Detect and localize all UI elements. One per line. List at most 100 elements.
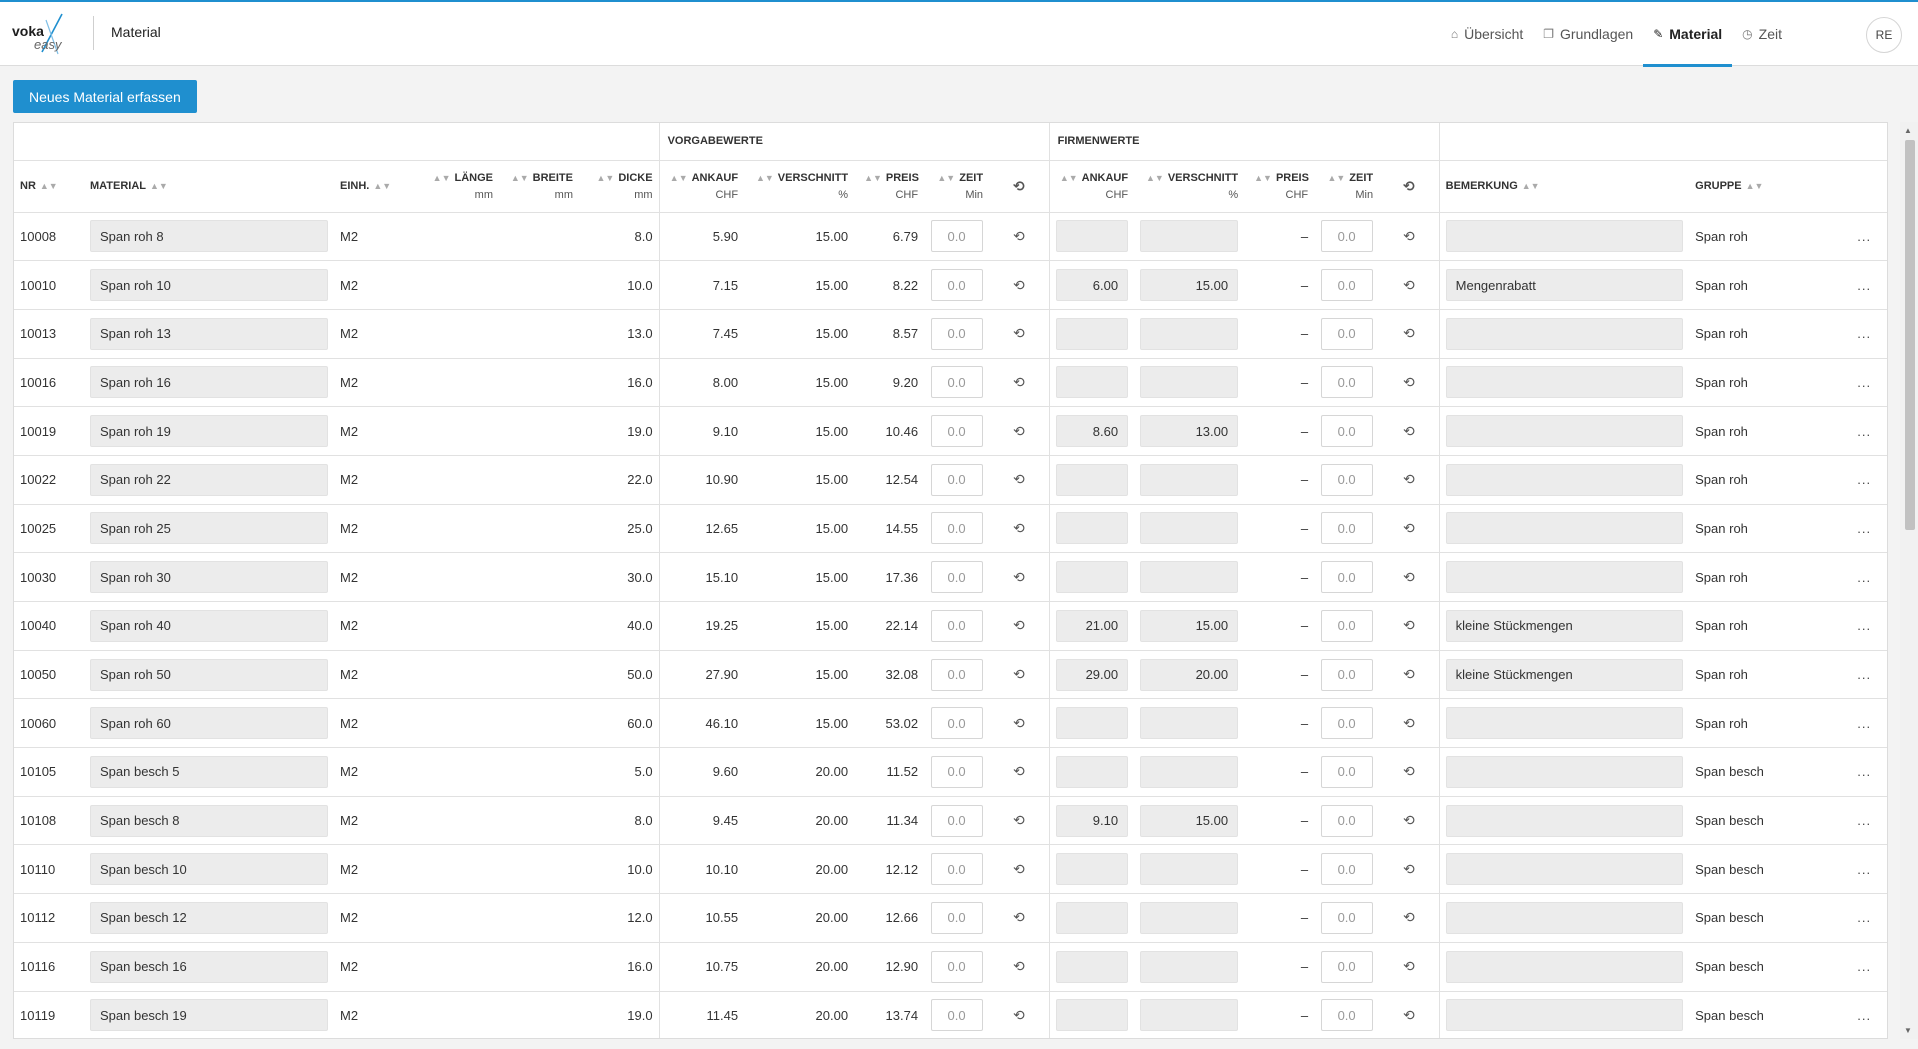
firma-zeit-input[interactable]: 0.0 bbox=[1320, 609, 1373, 642]
material-name-field[interactable]: Span besch 10 bbox=[90, 853, 328, 886]
reset-icon[interactable]: ⟲ bbox=[1012, 763, 1025, 780]
material-name-field[interactable]: Span roh 25 bbox=[90, 512, 328, 545]
zeit-input[interactable]: 0.0 bbox=[930, 609, 983, 642]
material-name-field[interactable]: Span roh 10 bbox=[90, 269, 328, 302]
row-more-button[interactable]: ... bbox=[1857, 374, 1872, 390]
material-name-field[interactable]: Span roh 40 bbox=[90, 609, 328, 642]
material-name-field[interactable]: Span besch 5 bbox=[90, 755, 328, 788]
firma-ankauf-field[interactable] bbox=[1055, 755, 1129, 788]
reset-all-vorgabe[interactable]: ⟲ bbox=[989, 160, 1050, 213]
col-preis[interactable]: ▲▼ PREIS CHF bbox=[854, 160, 925, 213]
vertical-scrollbar[interactable]: ▲ ▼ bbox=[1900, 122, 1918, 1039]
row-more-button[interactable]: ... bbox=[1857, 472, 1872, 488]
col-firma-preis[interactable]: ▲▼ PREIS CHF bbox=[1244, 160, 1315, 213]
row-more-button[interactable]: ... bbox=[1857, 326, 1872, 342]
reset-icon[interactable]: ⟲ bbox=[1012, 1006, 1025, 1023]
bemerkung-field[interactable] bbox=[1445, 999, 1684, 1032]
firma-ankauf-field[interactable] bbox=[1055, 463, 1129, 496]
firma-verschnitt-field[interactable]: 13.00 bbox=[1140, 415, 1239, 448]
firma-verschnitt-field[interactable] bbox=[1140, 707, 1239, 740]
reset-icon[interactable]: ⟲ bbox=[1403, 812, 1415, 829]
reset-icon[interactable]: ⟲ bbox=[1403, 617, 1415, 634]
reset-icon[interactable]: ⟲ bbox=[1012, 519, 1025, 536]
bemerkung-field[interactable]: kleine Stückmengen bbox=[1445, 609, 1684, 642]
reset-icon[interactable]: ⟲ bbox=[1403, 568, 1415, 585]
firma-zeit-input[interactable]: 0.0 bbox=[1320, 901, 1373, 934]
reset-icon[interactable]: ⟲ bbox=[1403, 519, 1415, 536]
bemerkung-field[interactable] bbox=[1445, 707, 1684, 740]
reset-icon[interactable]: ⟲ bbox=[1012, 422, 1025, 439]
zeit-input[interactable]: 0.0 bbox=[930, 999, 983, 1032]
zeit-input[interactable]: 0.0 bbox=[930, 804, 983, 837]
bemerkung-field[interactable] bbox=[1445, 463, 1684, 496]
firma-zeit-input[interactable]: 0.0 bbox=[1320, 366, 1373, 399]
bemerkung-field[interactable] bbox=[1445, 317, 1684, 350]
row-more-button[interactable]: ... bbox=[1857, 813, 1872, 829]
material-name-field[interactable]: Span roh 22 bbox=[90, 463, 328, 496]
zeit-input[interactable]: 0.0 bbox=[930, 269, 983, 302]
reset-icon[interactable]: ⟲ bbox=[1403, 909, 1415, 926]
reset-icon[interactable]: ⟲ bbox=[1012, 568, 1025, 585]
firma-zeit-input[interactable]: 0.0 bbox=[1320, 220, 1373, 253]
zeit-input[interactable]: 0.0 bbox=[930, 707, 983, 740]
row-more-button[interactable]: ... bbox=[1857, 959, 1872, 975]
reset-icon[interactable]: ⟲ bbox=[1012, 373, 1025, 390]
col-firma-zeit[interactable]: ▲▼ ZEIT Min bbox=[1314, 160, 1380, 213]
firma-zeit-input[interactable]: 0.0 bbox=[1320, 561, 1373, 594]
zeit-input[interactable]: 0.0 bbox=[930, 220, 983, 253]
reset-icon[interactable]: ⟲ bbox=[1012, 909, 1025, 926]
row-more-button[interactable]: ... bbox=[1857, 520, 1872, 536]
reset-icon[interactable]: ⟲ bbox=[1012, 714, 1025, 731]
firma-verschnitt-field[interactable] bbox=[1140, 366, 1239, 399]
bemerkung-field[interactable] bbox=[1445, 415, 1684, 448]
firma-ankauf-field[interactable] bbox=[1055, 950, 1129, 983]
firma-zeit-input[interactable]: 0.0 bbox=[1320, 269, 1373, 302]
col-gruppe[interactable]: GRUPPE ▲▼ bbox=[1689, 160, 1840, 213]
reset-all-firma[interactable]: ⟲ bbox=[1379, 160, 1440, 213]
firma-verschnitt-field[interactable] bbox=[1140, 220, 1239, 253]
bemerkung-field[interactable] bbox=[1445, 561, 1684, 594]
bemerkung-field[interactable] bbox=[1445, 950, 1684, 983]
zeit-input[interactable]: 0.0 bbox=[930, 366, 983, 399]
col-ankauf[interactable]: ▲▼ ANKAUF CHF bbox=[658, 160, 745, 213]
firma-verschnitt-field[interactable] bbox=[1140, 317, 1239, 350]
row-more-button[interactable]: ... bbox=[1857, 277, 1872, 293]
zeit-input[interactable]: 0.0 bbox=[930, 415, 983, 448]
firma-ankauf-field[interactable] bbox=[1055, 999, 1129, 1032]
reset-icon[interactable]: ⟲ bbox=[1403, 958, 1415, 975]
material-name-field[interactable]: Span roh 19 bbox=[90, 415, 328, 448]
firma-zeit-input[interactable]: 0.0 bbox=[1320, 463, 1373, 496]
firma-verschnitt-field[interactable] bbox=[1140, 755, 1239, 788]
firma-verschnitt-field[interactable] bbox=[1140, 999, 1239, 1032]
material-name-field[interactable]: Span besch 19 bbox=[90, 999, 328, 1032]
zeit-input[interactable]: 0.0 bbox=[930, 463, 983, 496]
firma-ankauf-field[interactable]: 6.00 bbox=[1055, 269, 1129, 302]
firma-verschnitt-field[interactable] bbox=[1140, 463, 1239, 496]
zeit-input[interactable]: 0.0 bbox=[930, 512, 983, 545]
firma-zeit-input[interactable]: 0.0 bbox=[1320, 853, 1373, 886]
reset-icon[interactable]: ⟲ bbox=[1012, 617, 1025, 634]
firma-zeit-input[interactable]: 0.0 bbox=[1320, 804, 1373, 837]
zeit-input[interactable]: 0.0 bbox=[930, 317, 983, 350]
col-breite[interactable]: ▲▼ BREITE mm bbox=[499, 160, 579, 213]
col-laenge[interactable]: ▲▼ LÄNGE mm bbox=[419, 160, 499, 213]
scrollbar-thumb[interactable] bbox=[1905, 140, 1915, 530]
firma-ankauf-field[interactable] bbox=[1055, 901, 1129, 934]
material-name-field[interactable]: Span roh 50 bbox=[90, 658, 328, 691]
reset-icon[interactable]: ⟲ bbox=[1403, 276, 1415, 293]
reset-icon[interactable]: ⟲ bbox=[1403, 422, 1415, 439]
col-einheit[interactable]: EINH. ▲▼ bbox=[334, 160, 419, 213]
col-zeit[interactable]: ▲▼ ZEIT Min bbox=[924, 160, 990, 213]
col-dicke[interactable]: ▲▼ DICKE mm bbox=[579, 160, 660, 213]
firma-ankauf-field[interactable] bbox=[1055, 317, 1129, 350]
firma-zeit-input[interactable]: 0.0 bbox=[1320, 755, 1373, 788]
nav-uebersicht[interactable]: ⌂ Übersicht bbox=[1441, 3, 1533, 65]
firma-verschnitt-field[interactable]: 15.00 bbox=[1140, 609, 1239, 642]
new-material-button[interactable]: Neues Material erfassen bbox=[13, 80, 197, 113]
reset-icon[interactable]: ⟲ bbox=[1403, 666, 1415, 683]
row-more-button[interactable]: ... bbox=[1857, 228, 1872, 244]
app-logo[interactable]: voka easy bbox=[12, 12, 74, 56]
reset-icon[interactable]: ⟲ bbox=[1012, 860, 1025, 877]
bemerkung-field[interactable] bbox=[1445, 853, 1684, 886]
row-more-button[interactable]: ... bbox=[1857, 764, 1872, 780]
